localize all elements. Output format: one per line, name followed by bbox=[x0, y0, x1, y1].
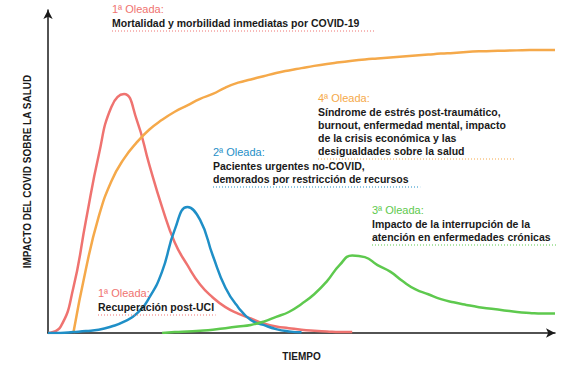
svg-text:demorados por restricción de r: demorados por restricción de recursos bbox=[213, 173, 409, 185]
svg-text:Recuperación post-UCI: Recuperación post-UCI bbox=[98, 301, 214, 313]
svg-text:Síndrome de estrés post-traumá: Síndrome de estrés post-traumático, bbox=[318, 106, 501, 118]
svg-text:IMPACTO DEL COVID SOBRE LA SAL: IMPACTO DEL COVID SOBRE LA SALUD bbox=[22, 75, 33, 269]
svg-text:TIEMPO: TIEMPO bbox=[282, 351, 321, 362]
svg-text:2ª Oleada:: 2ª Oleada: bbox=[213, 146, 265, 158]
svg-text:1ª Oleada:: 1ª Oleada: bbox=[112, 3, 164, 15]
svg-text:Mortalidad y morbilidad inmedi: Mortalidad y morbilidad inmediatas por C… bbox=[112, 17, 360, 29]
svg-text:atención en enfermedades cróni: atención en enfermedades crónicas bbox=[372, 231, 551, 243]
svg-text:1ª Oleada:: 1ª Oleada: bbox=[98, 287, 150, 299]
svg-text:4ª Oleada:: 4ª Oleada: bbox=[318, 92, 370, 104]
svg-text:burnout, enfermedad mental, im: burnout, enfermedad mental, impacto bbox=[318, 119, 506, 131]
svg-text:Impacto de la interrupción de: Impacto de la interrupción de la bbox=[372, 218, 530, 230]
svg-text:Pacientes urgentes no-COVID,: Pacientes urgentes no-COVID, bbox=[213, 160, 365, 172]
svg-text:desigualdades sobre la salud: desigualdades sobre la salud bbox=[318, 145, 464, 157]
svg-text:3ª Oleada:: 3ª Oleada: bbox=[372, 204, 424, 216]
svg-text:de la crisis económica y las: de la crisis económica y las bbox=[318, 132, 456, 144]
